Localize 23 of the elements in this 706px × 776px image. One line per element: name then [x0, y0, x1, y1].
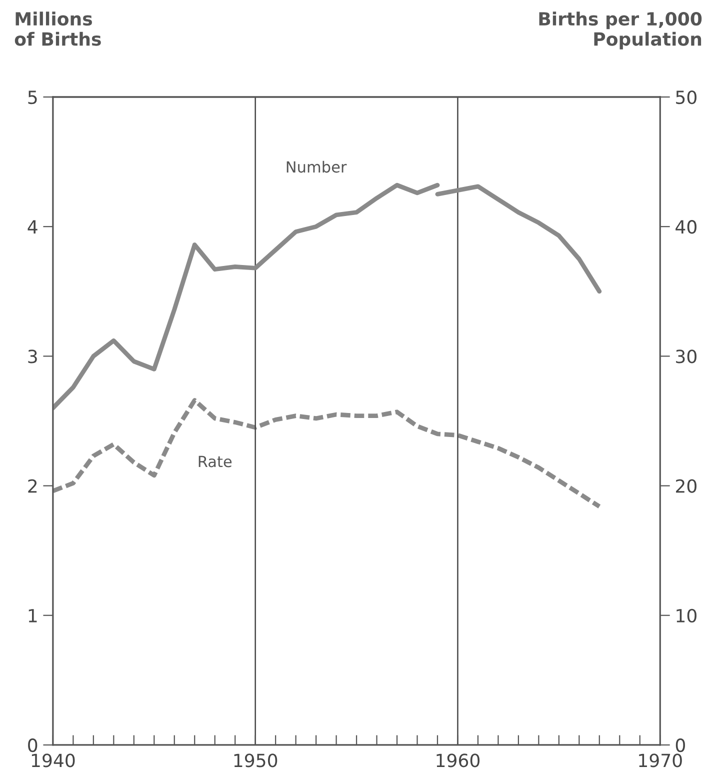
y-tick-label: 3 [28, 350, 37, 364]
y-axis-title: Millions of Births [14, 12, 101, 46]
text: Number [286, 160, 347, 173]
y2-tick-label: 0 [676, 738, 685, 752]
y-tick-label: 5 [28, 90, 37, 104]
x-tick-label: 1970 [639, 754, 682, 768]
y-tick-label: 0 [28, 738, 38, 752]
y-tick-label: 2 [28, 479, 37, 493]
y2-tick-label: 50 [676, 90, 696, 104]
x-tick-label: 1960 [436, 754, 480, 768]
y2-tick-label: 30 [676, 350, 696, 364]
y2-tick-label: 20 [676, 479, 696, 493]
text: Rate [198, 456, 232, 468]
x-tick-label: 1950 [234, 754, 278, 768]
y-tick-label: 1 [28, 609, 37, 622]
y-tick-label: 4 [28, 220, 38, 234]
line-series [435, 184, 602, 294]
y2-tick-label: 40 [676, 220, 696, 234]
line-series [52, 182, 440, 410]
line-series [52, 398, 602, 509]
x-tick-label: 1940 [32, 754, 75, 768]
y2-axis-title: Births per 1,000 Population [539, 12, 702, 50]
y2-tick-label: 10 [676, 608, 696, 622]
